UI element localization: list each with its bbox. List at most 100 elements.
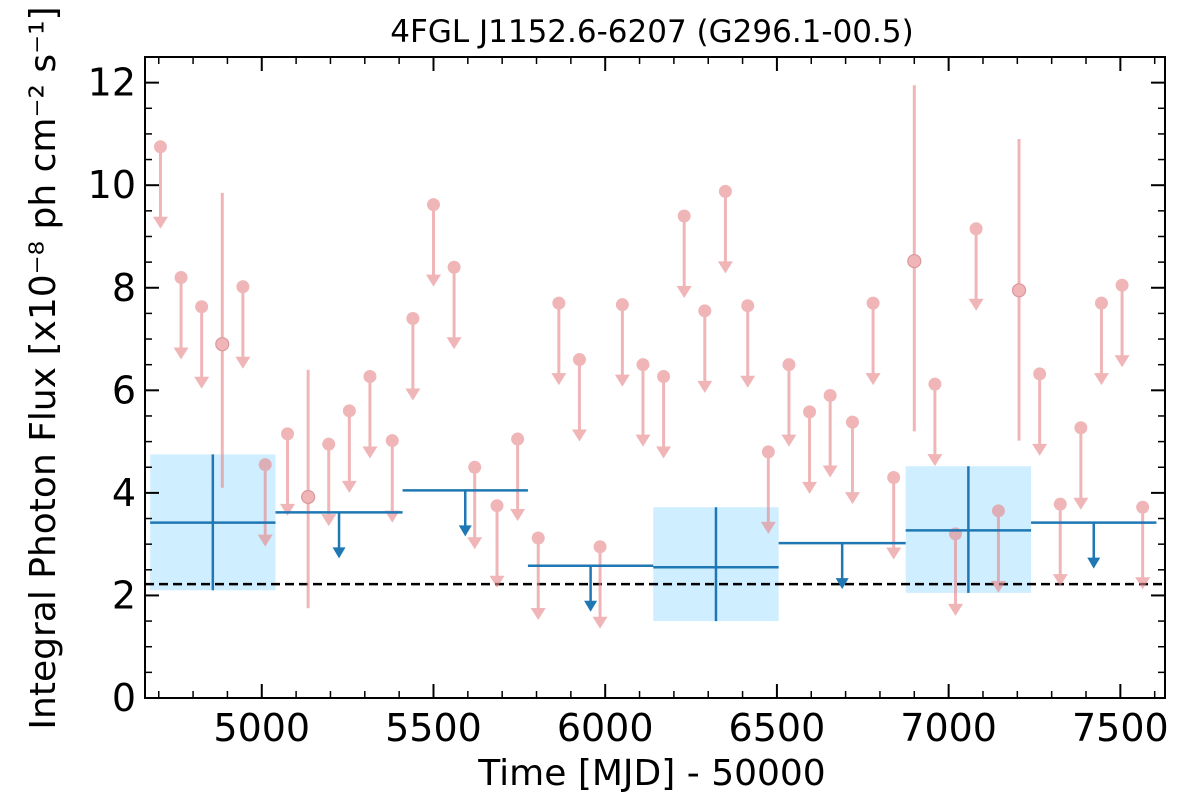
data-point [718, 184, 732, 198]
upper-limit-arrow [467, 537, 483, 550]
data-point [301, 489, 316, 505]
upper-limit-arrow [968, 298, 984, 311]
upper-limit-arrow [1073, 497, 1089, 510]
x-tick-label: 6000 [557, 706, 654, 750]
upper-limit-arrow [886, 547, 902, 560]
short-bin-series [152, 85, 1151, 629]
upper-limit-arrow [676, 285, 692, 298]
upper-limit-arrow [635, 434, 651, 447]
data-point [677, 209, 691, 223]
x-tick-label: 7000 [900, 706, 997, 750]
upper-limit-arrow [446, 337, 462, 350]
data-point [426, 198, 440, 212]
upper-limit-arrow [362, 446, 378, 459]
axes-frame [144, 56, 1166, 699]
data-point [741, 299, 755, 313]
data-point [928, 377, 942, 391]
y-tick-label: 2 [112, 573, 136, 617]
upper-limit-arrow [1052, 574, 1068, 587]
data-point [593, 540, 607, 554]
data-point [823, 388, 837, 402]
upper-limit-arrow [740, 375, 756, 388]
data-point [1011, 283, 1027, 298]
upper-limit-arrow [781, 434, 797, 447]
data-point [236, 280, 250, 294]
data-point [636, 358, 650, 372]
data-point [468, 460, 482, 474]
data-point [342, 404, 356, 418]
upper-limit-arrow [822, 465, 838, 478]
data-point [615, 298, 629, 312]
data-point [1094, 296, 1108, 310]
long-bin-limit-arrow [584, 600, 598, 612]
upper-limit-arrow [321, 514, 337, 527]
upper-limit-arrow [173, 347, 189, 360]
y-axis-label: Integral Photon Flux [x10⁻⁸ ph cm⁻² s⁻¹] [23, 6, 64, 729]
upper-limit-arrow [1032, 443, 1048, 456]
x-tick-label: 7500 [1072, 706, 1169, 750]
upper-limit-arrow [510, 509, 526, 522]
data-point [1115, 278, 1129, 292]
upper-limit-arrow [865, 373, 881, 386]
upper-limit-arrow [927, 454, 943, 467]
y-tick-label: 8 [112, 266, 136, 310]
data-point [385, 434, 399, 448]
upper-limit-arrow [1093, 373, 1109, 386]
data-point [761, 445, 775, 459]
upper-limit-arrow [551, 373, 567, 386]
x-tick-label: 5000 [213, 706, 310, 750]
data-point [845, 415, 859, 429]
axes: 5000 5500 6000 6500 7000 7500 0 2 4 6 8 10 12 [88, 56, 1169, 750]
upper-limit-arrow [990, 580, 1006, 593]
upper-limit-arrow [844, 492, 860, 505]
x-axis-label: Time [MJD] - 50000 [477, 753, 825, 794]
data-point [887, 470, 901, 484]
upper-limit-arrow [257, 534, 273, 547]
data-point [907, 253, 922, 269]
data-point [447, 260, 461, 274]
data-point [698, 304, 712, 318]
data-point [803, 405, 817, 419]
plot-area [145, 85, 1165, 629]
upper-limit-arrow [341, 480, 357, 493]
data-point [215, 337, 230, 352]
upper-limit-arrow [571, 429, 587, 442]
upper-limit-arrow [802, 481, 818, 494]
long-bin-limit-arrow [458, 525, 472, 537]
upper-limit-arrow [592, 616, 608, 629]
data-point [866, 296, 880, 310]
upper-limit-arrow [697, 380, 713, 393]
data-point [1033, 367, 1047, 381]
data-point [1074, 421, 1088, 435]
long-bin-limit-arrow [835, 578, 849, 590]
data-point [153, 140, 167, 154]
upper-limit-arrow [280, 503, 296, 516]
x-tick-label: 5500 [385, 706, 482, 750]
data-point [363, 369, 377, 383]
upper-limit-arrow [614, 374, 630, 387]
y-tick-label: 0 [112, 676, 136, 720]
data-point [782, 358, 796, 372]
data-point [195, 300, 209, 314]
data-point [1136, 500, 1150, 514]
data-point [511, 432, 525, 446]
data-point [281, 427, 295, 441]
data-point [258, 458, 272, 472]
data-point [991, 504, 1005, 518]
y-tick-label: 12 [88, 61, 136, 105]
chart-title: 4FGL J1152.6-6207 (G296.1-00.5) [390, 14, 913, 50]
upper-limit-arrow [717, 261, 733, 274]
upper-limit-arrow [425, 274, 441, 287]
data-point [1053, 497, 1067, 511]
upper-limit-arrow [489, 575, 505, 588]
long-bin-limit-arrow [332, 547, 346, 559]
y-tick-label: 10 [88, 163, 136, 207]
x-tick-label: 6500 [729, 706, 826, 750]
data-point [969, 222, 983, 236]
upper-limit-arrow [235, 356, 251, 369]
long-bin-limit-arrow [1087, 557, 1101, 569]
upper-limit-arrow [1135, 577, 1151, 590]
upper-limit-arrow [760, 521, 776, 534]
upper-limit-arrow [530, 608, 546, 621]
